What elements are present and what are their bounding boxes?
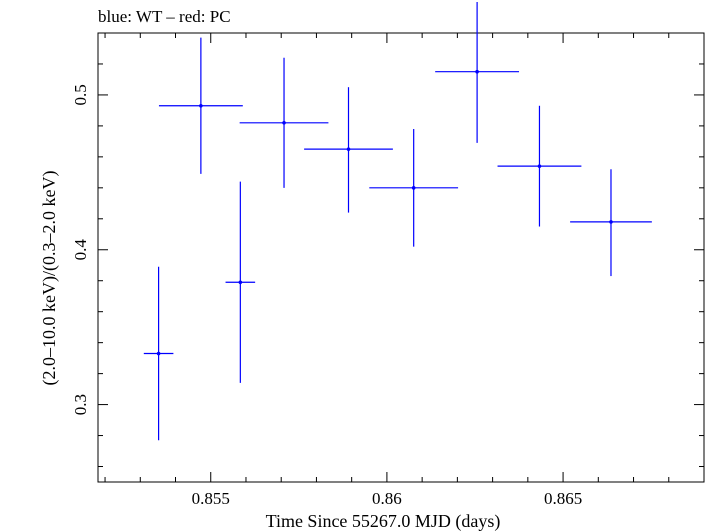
data-point (158, 37, 243, 174)
data-marker (609, 220, 613, 224)
data-marker (537, 164, 542, 168)
data-marker (411, 186, 416, 190)
plot-frame (97, 32, 705, 483)
x-axis-label: Time Since 55267.0 MJD (days) (266, 511, 501, 532)
data-marker (475, 69, 479, 74)
y-axis-label: (2.0–10.0 keV)/(0.3–2.0 keV) (39, 171, 60, 386)
x-axis-tick-labels: 0.855 0.86 0.865 (192, 489, 583, 508)
x-tick-label: 0.86 (372, 489, 402, 508)
data-point (239, 57, 329, 188)
data-marker (156, 351, 161, 356)
y-axis-tick-labels: 0.3 0.4 0.5 (71, 84, 90, 415)
x-axis-ticks (104, 33, 705, 482)
data-point (304, 87, 393, 213)
data-marker (346, 147, 351, 151)
data-point (369, 128, 459, 247)
data-marker (199, 103, 203, 108)
x-tick-label: 0.855 (192, 489, 230, 508)
data-point (435, 2, 520, 143)
data-marker (238, 280, 243, 285)
y-tick-label: 0.5 (71, 84, 90, 105)
data-marker (282, 121, 286, 125)
y-axis-ticks (98, 32, 704, 468)
data-point (570, 169, 652, 277)
x-tick-label: 0.865 (544, 489, 582, 508)
data-point (497, 105, 582, 227)
data-points (143, 2, 652, 441)
y-tick-label: 0.4 (71, 239, 90, 261)
chart-title: blue: WT – red: PC (98, 7, 231, 26)
data-point (225, 181, 256, 383)
data-point (143, 266, 174, 441)
y-tick-label: 0.3 (71, 394, 90, 415)
